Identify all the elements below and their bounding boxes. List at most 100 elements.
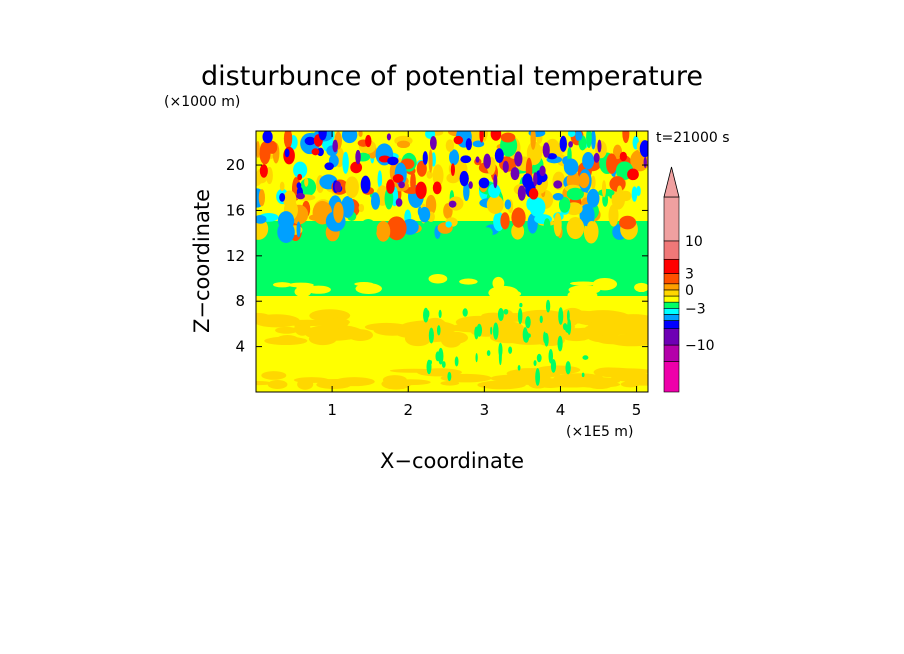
field-cell	[533, 172, 538, 187]
field-cell	[395, 198, 403, 207]
field-cell	[536, 353, 542, 363]
field-cell	[493, 174, 498, 189]
field-cell	[597, 139, 602, 153]
field-cell	[377, 170, 383, 189]
field-cell	[316, 147, 324, 157]
field-cell	[529, 197, 546, 218]
colorbar-swatch	[663, 273, 680, 285]
colorbar-label: −3	[685, 301, 706, 317]
field-cell	[359, 218, 377, 240]
field-cell	[535, 365, 581, 375]
field-cell	[535, 368, 541, 386]
field-cell	[370, 192, 381, 210]
x-tick-label: 2	[403, 401, 413, 419]
field-cell	[449, 149, 460, 166]
field-cell	[564, 324, 571, 333]
field-cell	[460, 155, 472, 164]
field-cell	[503, 308, 509, 315]
field-cell	[448, 200, 457, 208]
field-cell	[622, 131, 630, 144]
field-cell	[587, 221, 597, 233]
y-tick-label: 20	[226, 156, 245, 174]
x-tick-label: 3	[480, 401, 490, 419]
field-cell	[293, 161, 308, 179]
field-cell	[259, 164, 268, 178]
colorbar-swatch	[663, 314, 680, 321]
field-cell	[490, 374, 529, 382]
field-cell	[483, 153, 491, 169]
field-cell	[616, 185, 623, 201]
field-cell	[498, 342, 503, 358]
field-cell	[593, 152, 600, 163]
field-cell	[428, 327, 434, 344]
field-cell	[500, 212, 510, 230]
x-unit-label: (×1E5 m)	[566, 424, 633, 440]
field-cell	[438, 309, 442, 319]
field-cell	[508, 346, 513, 354]
field-cell	[504, 322, 525, 337]
field-cell	[475, 156, 480, 163]
field-cell	[453, 135, 464, 145]
field-cell	[517, 308, 523, 325]
field-cell	[418, 206, 431, 223]
field-cell	[643, 156, 647, 169]
field-cell	[567, 131, 576, 138]
field-cell	[533, 360, 537, 367]
field-cell	[606, 153, 618, 174]
field-cell	[267, 379, 288, 390]
y-tick-label: 16	[226, 201, 245, 219]
field-cell	[296, 182, 302, 189]
field-cell	[573, 381, 621, 388]
field-cell	[275, 326, 298, 334]
field-cell	[345, 176, 359, 199]
field-cell	[490, 326, 493, 335]
field-cell	[429, 135, 437, 150]
field-cell	[386, 133, 392, 141]
field-cell	[478, 177, 490, 189]
field-cell	[619, 151, 627, 162]
field-cell	[607, 334, 648, 347]
field-cell	[608, 204, 619, 227]
field-cell	[324, 162, 334, 171]
field-cell	[332, 139, 338, 153]
field-cell	[479, 131, 484, 143]
field-cell	[432, 164, 444, 187]
field-cell	[590, 175, 596, 190]
field-cell	[502, 160, 509, 173]
field-cell	[318, 131, 327, 141]
field-cell	[510, 167, 520, 181]
field-cell	[563, 158, 579, 176]
field-cell	[490, 131, 502, 141]
field-cell	[476, 323, 483, 337]
field-cell	[304, 136, 316, 146]
field-cell	[333, 201, 344, 223]
field-cell	[622, 323, 648, 337]
field-cell	[279, 193, 286, 202]
field-cell	[355, 149, 361, 165]
field-cell	[539, 315, 543, 324]
field-cell	[455, 315, 502, 329]
colorbar-swatch	[663, 328, 680, 346]
colorbar-swatch	[663, 320, 680, 330]
field-cell	[311, 148, 320, 156]
field-cell	[486, 350, 491, 356]
field-cell	[631, 186, 638, 202]
field-cell	[543, 218, 551, 233]
colorbar: 10 30 −3 −10	[663, 166, 715, 393]
field-cell	[283, 146, 295, 165]
field-cell	[440, 373, 492, 383]
field-cell	[477, 380, 526, 390]
field-cell	[432, 181, 442, 195]
field-cell	[340, 196, 355, 218]
field-cell	[342, 151, 349, 174]
field-cell	[392, 174, 404, 183]
chart-title: disturbunce of potential temperature	[201, 61, 703, 92]
field-cell	[396, 140, 411, 149]
field-cell	[539, 165, 546, 177]
field-cell	[537, 172, 548, 183]
field-cell	[558, 307, 564, 325]
field-cell	[428, 149, 433, 173]
field-cell	[321, 318, 349, 329]
field-cell	[550, 359, 557, 373]
